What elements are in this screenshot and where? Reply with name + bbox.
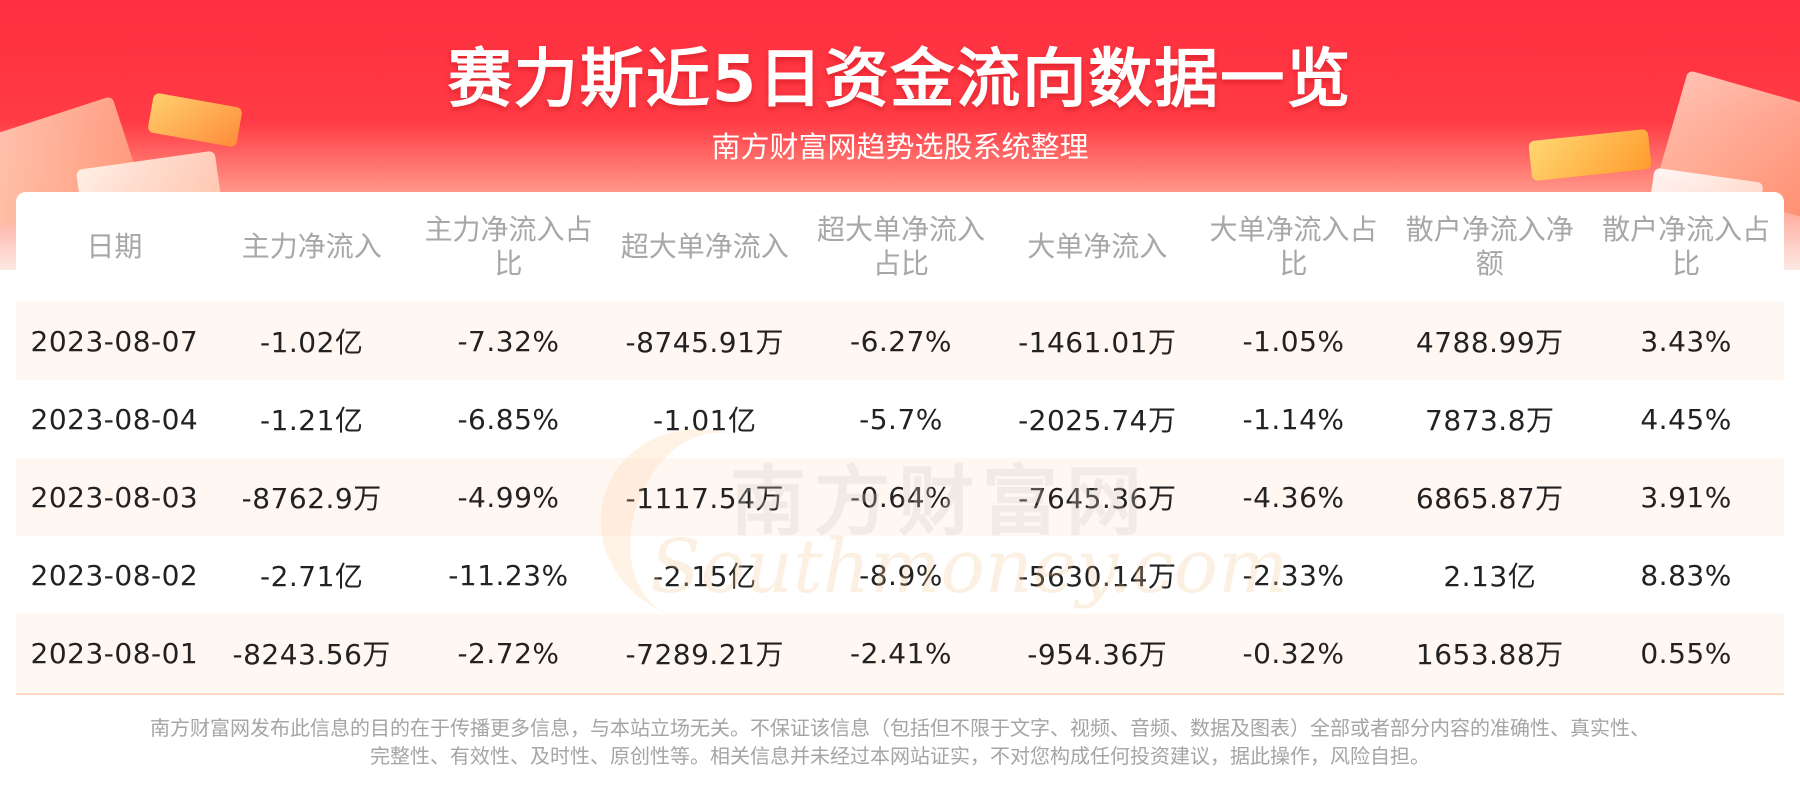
table-cell: 2023-08-04 — [16, 380, 213, 458]
column-header: 主力净流入占比 — [424, 213, 593, 280]
column-header: 日期 — [86, 230, 143, 263]
table-cell: 2023-08-03 — [16, 458, 213, 536]
table-cell: 7873.8万 — [1391, 380, 1589, 458]
table-cell: -8745.91万 — [606, 302, 804, 380]
column-header: 大单净流入占比 — [1209, 213, 1378, 280]
table-cell: -1.14% — [1195, 380, 1392, 458]
disclaimer-line: 南方财富网发布此信息的目的在于传播更多信息，与本站立场无关。不保证该信息（包括但… — [150, 716, 1650, 740]
table-cell: -7.32% — [410, 302, 607, 380]
table-cell: -1117.54万 — [606, 458, 804, 536]
table-header-row: 日期 主力净流入 主力净流入占比 超大单净流入 超大单净流入占比 大单净流入 大… — [16, 192, 1784, 302]
disclaimer: 南方财富网发布此信息的目的在于传播更多信息，与本站立场无关。不保证该信息（包括但… — [60, 714, 1740, 770]
table-cell: -8.9% — [803, 536, 999, 614]
table-row: 2023-08-07 -1.02亿 -7.32% -8745.91万 -6.27… — [16, 302, 1784, 380]
disclaimer-line: 完整性、有效性、及时性、原创性等。相关信息并未经过本网站证实，不对您构成任何投资… — [370, 744, 1430, 768]
table-row: 2023-08-01 -8243.56万 -2.72% -7289.21万 -2… — [16, 614, 1784, 692]
column-header: 超大单净流入占比 — [817, 213, 986, 280]
table-cell: -1.01亿 — [606, 380, 804, 458]
table-cell: -0.64% — [803, 458, 999, 536]
table-cell: -5.7% — [803, 380, 999, 458]
table-cell: -2.33% — [1195, 536, 1392, 614]
table-cell: -7289.21万 — [606, 614, 804, 692]
table-cell: 2023-08-01 — [16, 614, 213, 692]
page-subtitle: 南方财富网趋势选股系统整理 — [711, 130, 1089, 164]
table-cell: -0.32% — [1195, 614, 1392, 692]
table-cell: -4.36% — [1195, 458, 1392, 536]
table-cell: -1.21亿 — [212, 380, 411, 458]
table-cell: -4.99% — [410, 458, 607, 536]
table-row: 2023-08-04 -1.21亿 -6.85% -1.01亿 -5.7% -2… — [16, 380, 1784, 458]
table-cell: -2.15亿 — [606, 536, 804, 614]
table-cell: -7645.36万 — [998, 458, 1196, 536]
table-cell: 0.55% — [1588, 614, 1784, 692]
footer-divider — [16, 693, 1784, 695]
table-cell: 4.45% — [1588, 380, 1784, 458]
table-cell: 4788.99万 — [1391, 302, 1589, 380]
table-cell: -2.71亿 — [212, 536, 411, 614]
table-cell: 3.91% — [1588, 458, 1784, 536]
column-header: 散户净流入净额 — [1405, 213, 1574, 280]
table-cell: 2.13亿 — [1391, 536, 1589, 614]
column-header: 散户净流入占比 — [1602, 213, 1771, 280]
table-row: 2023-08-03 -8762.9万 -4.99% -1117.54万 -0.… — [16, 458, 1784, 536]
table-cell: 6865.87万 — [1391, 458, 1589, 536]
table-cell: 8.83% — [1588, 536, 1784, 614]
table-cell: -1.02亿 — [212, 302, 411, 380]
table-cell: -6.85% — [410, 380, 607, 458]
table-row: 2023-08-02 -2.71亿 -11.23% -2.15亿 -8.9% -… — [16, 536, 1784, 614]
table-cell: -1.05% — [1195, 302, 1392, 380]
table-cell: -6.27% — [803, 302, 999, 380]
table-cell: -5630.14万 — [998, 536, 1196, 614]
table-cell: -8762.9万 — [212, 458, 411, 536]
table-cell: -8243.56万 — [212, 614, 411, 692]
table-cell: -1461.01万 — [998, 302, 1196, 380]
table-cell: 1653.88万 — [1391, 614, 1589, 692]
fund-flow-table: 日期 主力净流入 主力净流入占比 超大单净流入 超大单净流入占比 大单净流入 大… — [16, 192, 1784, 692]
table-cell: 2023-08-07 — [16, 302, 213, 380]
table-cell: -2.72% — [410, 614, 607, 692]
column-header: 大单净流入 — [1027, 230, 1168, 263]
table-cell: -2025.74万 — [998, 380, 1196, 458]
column-header: 超大单净流入 — [620, 230, 789, 263]
table-cell: 2023-08-02 — [16, 536, 213, 614]
table-cell: 3.43% — [1588, 302, 1784, 380]
page-title: 赛力斯近5日资金流向数据一览 — [447, 43, 1353, 117]
column-header: 主力净流入 — [241, 230, 382, 263]
table-cell: -954.36万 — [998, 614, 1196, 692]
table-cell: -2.41% — [803, 614, 999, 692]
table-cell: -11.23% — [410, 536, 607, 614]
